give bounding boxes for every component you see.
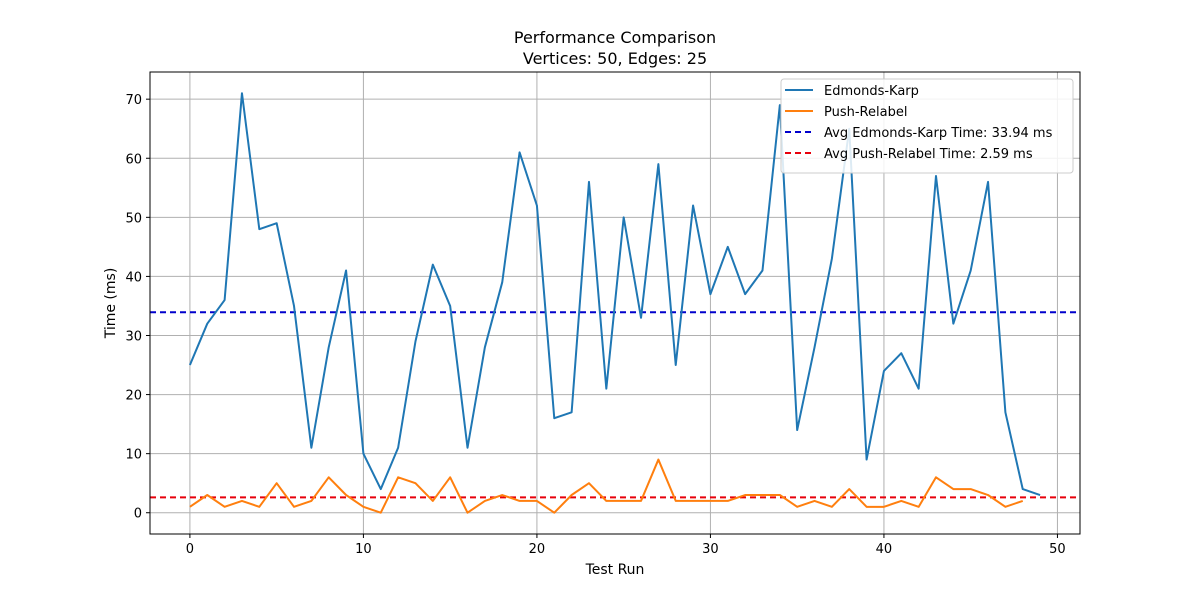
legend: Edmonds-Karp Push-Relabel Avg Edmonds-Karp…: [780, 78, 1074, 174]
y-tick-label-60: 60: [125, 152, 142, 167]
y-tick-label-20: 20: [125, 389, 142, 404]
x-tick-label-50: 50: [1049, 542, 1066, 557]
series-line-1: [189, 458, 1024, 514]
chart-title: Performance Comparison: [514, 28, 716, 47]
legend-label-2: Avg Edmonds-Karp Time: 33.94 ms: [824, 126, 1053, 141]
y-tick-label-0: 0: [134, 507, 142, 522]
x-tick-label-10: 10: [355, 542, 372, 557]
x-tick-label-40: 40: [876, 542, 893, 557]
y-tick-label-10: 10: [125, 448, 142, 463]
y-tick-label-50: 50: [125, 211, 142, 226]
series-lines: [188, 92, 1041, 514]
axis-ticks: 0 10 20 30 40 50 0 10 20 30 40 50 60 70: [125, 93, 1065, 557]
y-tick-label-70: 70: [125, 93, 142, 108]
plot-frame: [149, 71, 1081, 535]
y-tick-label-40: 40: [125, 270, 142, 285]
legend-label-3: Avg Push-Relabel Time: 2.59 ms: [824, 147, 1033, 162]
legend-box: [780, 78, 1074, 174]
x-tick-label-30: 30: [702, 542, 719, 557]
x-tick-label-0: 0: [186, 542, 194, 557]
y-tick-label-30: 30: [125, 329, 142, 344]
x-axis-label: Test Run: [585, 562, 645, 578]
legend-label-0: Edmonds-Karp: [824, 84, 919, 99]
y-axis-label: Time (ms): [103, 268, 119, 340]
chart-subtitle: Vertices: 50, Edges: 25: [523, 49, 707, 68]
x-tick-label-20: 20: [529, 542, 546, 557]
average-lines: [150, 311, 1080, 499]
series-line-0: [188, 92, 1041, 496]
legend-label-1: Push-Relabel: [824, 105, 907, 120]
